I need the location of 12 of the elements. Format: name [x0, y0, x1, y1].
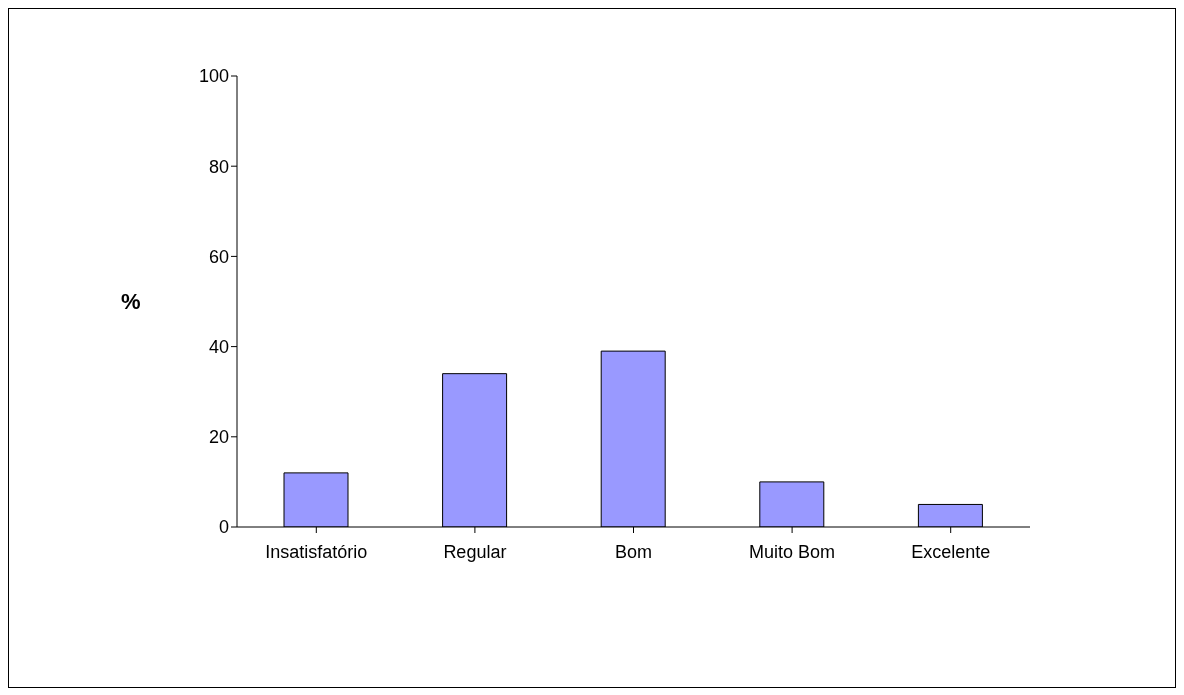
x-tick-label: Excelente [911, 541, 991, 562]
x-tick-label: Insatisfatório [265, 541, 368, 562]
x-tick-label: Muito Bom [749, 541, 836, 562]
y-tick-label: 60 [208, 246, 229, 267]
y-axis-title: % [121, 289, 141, 315]
y-tick-label: 20 [208, 427, 229, 448]
x-tick-label: Bom [614, 541, 653, 562]
y-tick-label: 100 [198, 66, 229, 87]
y-tick-label: 40 [208, 336, 229, 357]
y-tick-label: 80 [208, 156, 229, 177]
x-tick-label: Regular [443, 541, 507, 562]
y-tick-label: 0 [218, 517, 229, 538]
